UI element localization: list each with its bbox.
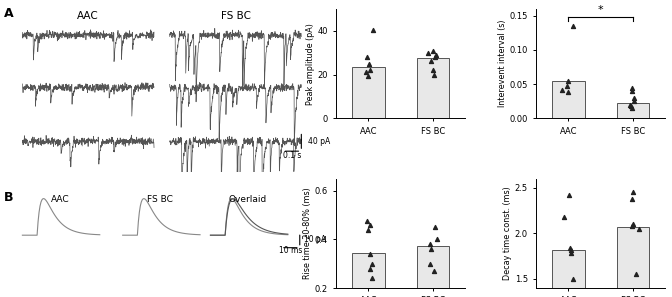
Point <box>562 78 573 83</box>
Point <box>426 59 437 64</box>
Point <box>364 252 375 256</box>
Point <box>566 251 577 256</box>
Point <box>568 277 579 281</box>
Text: Overlaid: Overlaid <box>229 195 267 204</box>
Bar <box>617 103 649 119</box>
Point <box>368 27 378 32</box>
Text: FS BC: FS BC <box>220 11 251 20</box>
Text: AAC: AAC <box>50 195 69 204</box>
Point <box>430 225 441 230</box>
Text: *: * <box>598 5 603 15</box>
Y-axis label: Rise time 20-80% (ms): Rise time 20-80% (ms) <box>303 187 312 279</box>
Text: 40 pA: 40 pA <box>308 137 330 146</box>
Text: 10 ms: 10 ms <box>279 247 302 255</box>
Bar <box>352 67 384 119</box>
Point <box>429 55 440 59</box>
Point <box>365 222 376 227</box>
Point <box>363 227 374 232</box>
Point <box>363 61 374 66</box>
Point <box>425 242 435 247</box>
Point <box>366 276 377 281</box>
Bar <box>552 81 585 119</box>
Text: A: A <box>3 7 13 20</box>
Y-axis label: Interevent interval (s): Interevent interval (s) <box>498 20 507 108</box>
Point <box>424 261 435 266</box>
Point <box>430 53 441 57</box>
Text: FS BC: FS BC <box>147 195 173 204</box>
Point <box>558 214 569 219</box>
Text: AAC: AAC <box>77 11 99 20</box>
Point <box>362 219 372 224</box>
Text: 10 pA: 10 pA <box>304 236 327 244</box>
Point <box>562 83 573 88</box>
Point <box>633 226 644 231</box>
Point <box>564 246 575 250</box>
Point <box>568 24 579 29</box>
Point <box>556 87 567 92</box>
Point <box>366 261 377 266</box>
Bar <box>552 250 585 297</box>
Bar <box>352 253 384 297</box>
Point <box>563 90 574 95</box>
Point <box>629 99 640 104</box>
Point <box>626 106 637 110</box>
Point <box>429 269 439 274</box>
Point <box>626 224 637 228</box>
Point <box>625 102 636 107</box>
Point <box>564 193 575 198</box>
Text: 0.1 s: 0.1 s <box>283 151 301 160</box>
Point <box>628 190 638 195</box>
Point <box>566 247 577 252</box>
Bar <box>417 58 449 119</box>
Point <box>427 48 438 53</box>
Point <box>628 222 639 227</box>
Point <box>431 237 442 242</box>
Point <box>429 72 439 77</box>
Point <box>627 85 638 90</box>
Point <box>363 73 374 78</box>
Point <box>364 68 375 72</box>
Point <box>361 70 372 75</box>
Bar <box>417 246 449 297</box>
Point <box>627 196 638 201</box>
Point <box>427 68 438 72</box>
Point <box>628 96 639 100</box>
Y-axis label: Peak amplitude (pA): Peak amplitude (pA) <box>306 23 314 105</box>
Point <box>423 50 434 55</box>
Text: B: B <box>3 191 13 204</box>
Point <box>425 247 436 252</box>
Point <box>626 89 637 93</box>
Y-axis label: Decay time const. (ms): Decay time const. (ms) <box>503 187 512 280</box>
Bar <box>617 227 649 297</box>
Point <box>364 266 375 271</box>
Point <box>362 55 373 59</box>
Point <box>626 104 636 108</box>
Point <box>630 272 641 277</box>
